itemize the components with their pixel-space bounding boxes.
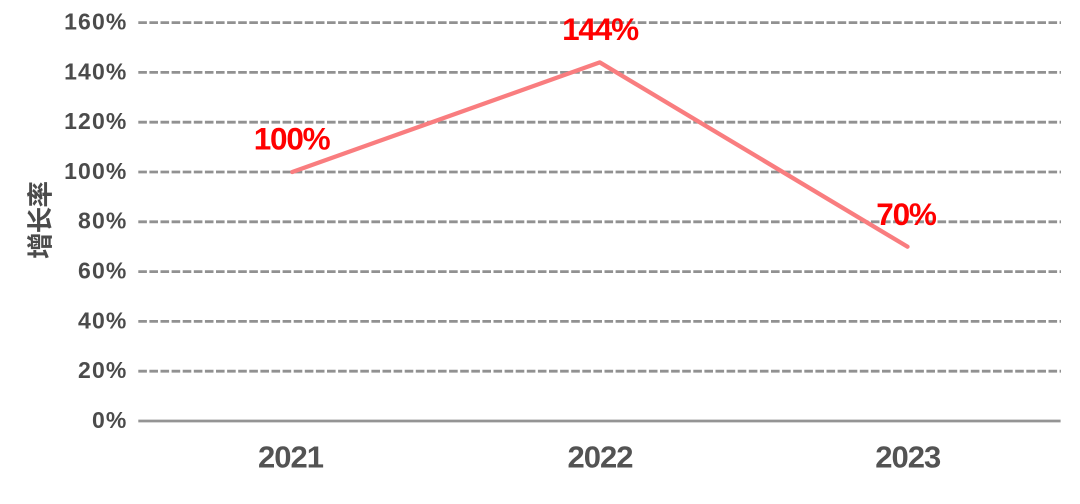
svg-text:70%: 70% — [876, 196, 937, 232]
svg-text:100%: 100% — [64, 158, 127, 184]
svg-text:60%: 60% — [78, 258, 127, 284]
svg-text:0%: 0% — [92, 407, 127, 433]
svg-text:80%: 80% — [78, 208, 127, 234]
svg-text:140%: 140% — [64, 58, 127, 84]
svg-text:40%: 40% — [78, 307, 127, 333]
svg-text:144%: 144% — [562, 11, 639, 47]
svg-text:100%: 100% — [254, 120, 331, 156]
svg-text:2021: 2021 — [258, 439, 324, 474]
svg-text:2023: 2023 — [875, 439, 941, 474]
svg-text:160%: 160% — [64, 9, 127, 35]
svg-text:20%: 20% — [78, 357, 127, 383]
svg-text:120%: 120% — [64, 108, 127, 134]
svg-text:2022: 2022 — [568, 439, 633, 474]
